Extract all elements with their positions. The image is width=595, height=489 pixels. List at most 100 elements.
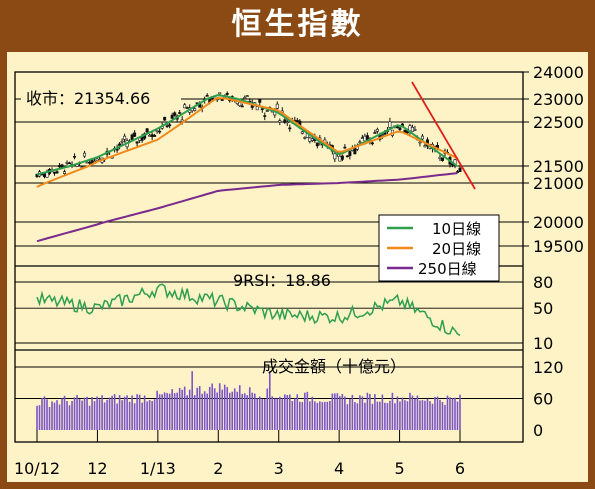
candle-body xyxy=(395,126,399,129)
candle-body xyxy=(140,137,144,141)
volume-bar xyxy=(68,405,71,430)
price-tick-label-1: 23000 xyxy=(533,90,584,109)
rsi-label: 9RSI：18.86 xyxy=(233,271,331,290)
volume-tick-label-2: 0 xyxy=(533,421,543,440)
volume-bar xyxy=(301,402,304,430)
volume-bar xyxy=(394,403,396,430)
volume-bar xyxy=(396,396,399,430)
volume-bar xyxy=(356,403,359,430)
volume-bar xyxy=(146,401,148,430)
candle-body xyxy=(278,120,282,123)
volume-bar xyxy=(121,400,123,430)
candle-body xyxy=(153,135,157,137)
rsi-tick-label-1: 50 xyxy=(533,299,553,318)
candle-body xyxy=(183,104,187,109)
volume-bar xyxy=(334,393,336,430)
volume-bar xyxy=(436,396,439,430)
candle-body xyxy=(303,137,307,139)
candle-body xyxy=(375,129,379,132)
candle-body xyxy=(358,141,362,144)
price-tick-label-3: 21500 xyxy=(533,157,584,176)
candle-body xyxy=(150,134,154,137)
candle-body xyxy=(345,155,349,158)
volume-bar xyxy=(158,394,161,430)
volume-bar xyxy=(101,395,103,430)
volume-bar xyxy=(291,400,294,430)
volume-bar xyxy=(281,398,284,430)
volume-bar xyxy=(419,400,421,430)
candle-body xyxy=(170,114,174,119)
volume-bar xyxy=(56,400,58,430)
volume-bar xyxy=(128,401,131,430)
price-tick-label-4: 21000 xyxy=(533,174,584,193)
candle-body xyxy=(260,108,264,110)
volume-bar xyxy=(314,401,316,430)
volume-bar xyxy=(399,401,401,430)
volume-bar xyxy=(371,403,374,430)
volume-bar xyxy=(201,393,203,430)
volume-bar xyxy=(156,390,158,430)
volume-bar xyxy=(246,395,249,430)
volume-bar xyxy=(429,401,431,430)
candle-body xyxy=(255,106,259,111)
volume-bar xyxy=(441,401,444,430)
x-tick-label-0: 10/12 xyxy=(14,459,60,478)
volume-bar xyxy=(404,400,406,430)
candle-body xyxy=(130,134,134,140)
candle-body xyxy=(238,102,242,107)
volume-bar xyxy=(38,405,41,430)
volume-bar xyxy=(389,400,391,430)
volume-bar xyxy=(276,398,279,430)
volume-bar xyxy=(66,400,68,430)
volume-bar xyxy=(409,392,411,430)
volume-bar xyxy=(341,394,344,430)
volume-bar xyxy=(329,400,331,430)
volume-bar xyxy=(81,400,83,430)
candle-body xyxy=(178,112,182,114)
x-tick-label-7: 6 xyxy=(455,459,465,478)
volume-bar xyxy=(78,399,81,430)
candle-body xyxy=(145,128,149,133)
candle-body xyxy=(185,107,189,109)
volume-bar xyxy=(456,401,459,430)
chart-panel: 24000 23000 22500 21500 21000 20000 19500 80 50 1… xyxy=(7,52,588,482)
candle-body xyxy=(370,142,374,145)
volume-bar xyxy=(376,401,379,430)
turnover-label: 成交金額（十億元） xyxy=(262,357,406,376)
volume-bar xyxy=(241,393,244,430)
volume-bar xyxy=(451,398,454,430)
volume-bar xyxy=(71,401,73,430)
price-tick-label-5: 20000 xyxy=(533,213,584,232)
candle-body xyxy=(310,138,314,141)
candle-body xyxy=(58,165,62,168)
candle-body xyxy=(295,120,299,122)
candle-body xyxy=(288,127,292,130)
volume-bar xyxy=(256,398,259,430)
candle-body xyxy=(133,132,137,137)
close-label: 收市：21354.66 xyxy=(26,89,150,108)
volume-bar xyxy=(434,396,436,430)
volume-bar xyxy=(311,396,314,430)
candle-body xyxy=(168,124,172,127)
candle-body xyxy=(63,171,67,174)
candle-body xyxy=(158,130,162,133)
volume-bar xyxy=(278,396,281,430)
candle-body xyxy=(413,129,417,131)
volume-bar xyxy=(76,395,78,430)
volume-bar xyxy=(136,394,138,430)
volume-bar xyxy=(211,383,214,430)
x-tick-label-1: 12 xyxy=(87,459,107,478)
ma-line-0 xyxy=(36,94,459,176)
volume-bar xyxy=(203,391,206,430)
legend-label-250: 250日線 xyxy=(418,260,477,278)
volume-bar xyxy=(171,389,173,430)
candle-body xyxy=(283,119,287,123)
chart-svg: 2400023000225002150021000200001950080501… xyxy=(14,63,584,478)
volume-bar xyxy=(424,400,426,430)
volume-tick-label-0: 120 xyxy=(533,358,564,377)
volume-bar xyxy=(63,395,66,430)
volume-bar xyxy=(248,387,251,430)
volume-tick-label-1: 60 xyxy=(533,390,553,409)
volume-bar xyxy=(196,387,198,430)
candle-body xyxy=(285,121,289,124)
